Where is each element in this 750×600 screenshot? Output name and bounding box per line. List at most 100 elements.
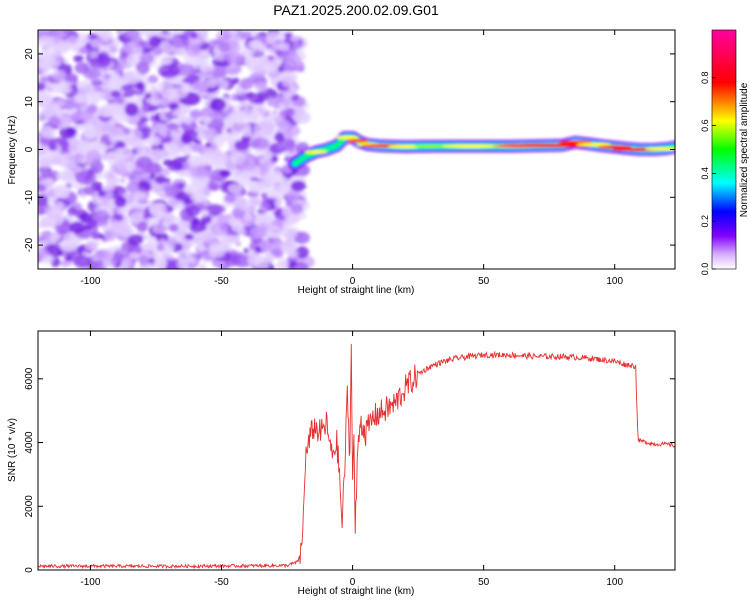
- noise-blob: [290, 203, 304, 214]
- noise-blob: [271, 183, 291, 196]
- noise-blob: [83, 185, 96, 196]
- noise-blob: [247, 181, 266, 194]
- noise-blob: [77, 140, 91, 153]
- noise-blob: [192, 192, 208, 203]
- noise-blob: [165, 143, 181, 156]
- signal-hot-spot: [644, 147, 675, 151]
- noise-blob: [227, 218, 239, 227]
- noise-blob: [168, 223, 179, 233]
- noise-blob: [135, 61, 150, 75]
- noise-blob: [52, 70, 67, 82]
- noise-blob: [280, 240, 298, 254]
- figure-title: PAZ1.2025.200.02.09.G01: [273, 2, 439, 18]
- noise-blob: [163, 183, 177, 193]
- noise-blob: [168, 102, 179, 111]
- snr-y-axis-label: SNR (10 * v/v): [7, 418, 18, 482]
- noise-blob: [212, 204, 226, 214]
- noise-blob: [101, 154, 108, 160]
- noise-blob: [162, 33, 174, 41]
- noise-blob: [72, 122, 79, 129]
- noise-blob: [287, 215, 300, 225]
- noise-blob: [70, 112, 82, 122]
- noise-blob: [255, 246, 262, 253]
- noise-blob: [128, 171, 145, 185]
- noise-blob: [264, 115, 275, 123]
- noise-blob: [127, 234, 144, 246]
- spectrogram-x-tick-label: 50: [478, 276, 490, 287]
- noise-blob: [149, 35, 162, 48]
- noise-blob: [141, 172, 151, 182]
- noise-blob: [103, 170, 114, 180]
- snr-series-line: [38, 343, 675, 570]
- noise-blob: [171, 75, 183, 86]
- signal-hot-spot: [441, 144, 500, 148]
- noise-blob: [287, 250, 299, 259]
- noise-blob: [113, 213, 124, 222]
- noise-blob: [144, 30, 158, 38]
- noise-blob: [94, 210, 110, 222]
- noise-blob: [212, 67, 227, 79]
- noise-blob: [89, 59, 101, 69]
- noise-blob: [196, 133, 207, 141]
- noise-blob: [187, 155, 203, 168]
- colorbar-tick-label: 0.8: [700, 72, 710, 85]
- noise-blob: [265, 188, 275, 196]
- noise-blob: [154, 175, 167, 185]
- noise-blob: [148, 136, 162, 147]
- noise-blob: [104, 183, 116, 193]
- noise-blob: [295, 246, 309, 259]
- noise-blob: [250, 40, 264, 50]
- noise-blob: [138, 254, 150, 266]
- noise-blob: [124, 102, 139, 117]
- noise-blob: [113, 147, 132, 160]
- noise-blob: [74, 93, 88, 104]
- noise-blob: [38, 170, 42, 177]
- noise-blob: [233, 198, 248, 210]
- noise-blob: [290, 35, 300, 42]
- noise-blob: [147, 74, 159, 84]
- noise-blob: [153, 89, 162, 98]
- noise-blob: [231, 113, 244, 125]
- noise-blob: [38, 247, 49, 260]
- noise-blob: [199, 63, 215, 74]
- spectrogram-x-tick-label: 0: [350, 276, 356, 287]
- noise-blob: [262, 212, 275, 220]
- signal-hot-spot: [387, 144, 423, 149]
- noise-blob: [274, 132, 285, 143]
- colorbar: 0.0 0.2 0.4 0.6 0.8 Normalized spectral ampl…: [700, 29, 750, 275]
- noise-blob: [192, 79, 209, 94]
- noise-blob: [232, 153, 239, 159]
- noise-blob: [144, 93, 152, 99]
- colorbar-label: Normalized spectral amplitude: [739, 82, 750, 217]
- noise-blob: [247, 249, 256, 256]
- noise-blob: [69, 45, 78, 52]
- noise-blob: [129, 211, 144, 224]
- noise-blob: [265, 170, 283, 182]
- spectrogram-y-tick-label: 10: [24, 96, 35, 108]
- snr-y-tick-label: 2000: [24, 495, 35, 518]
- noise-blob: [167, 197, 179, 206]
- noise-blob: [90, 161, 104, 174]
- signal-hot-spot: [576, 142, 612, 147]
- noise-blob: [208, 245, 225, 258]
- noise-blob: [239, 94, 248, 100]
- noise-blob: [216, 53, 226, 62]
- noise-blob: [281, 75, 295, 88]
- noise-blob: [188, 220, 207, 233]
- noise-blob: [151, 250, 159, 257]
- spectrogram-signal: [287, 130, 675, 171]
- snr-y-tick-label: 6000: [24, 367, 35, 390]
- noise-blob: [184, 233, 194, 241]
- spectrogram-x-ticks: -100 -50 0 50 100: [80, 30, 623, 287]
- noise-blob: [190, 195, 196, 201]
- noise-blob: [95, 142, 107, 151]
- noise-blob: [235, 241, 242, 247]
- noise-blob: [247, 196, 263, 207]
- noise-blob: [126, 182, 140, 193]
- signal-track-group: [287, 130, 675, 171]
- noise-blob: [253, 137, 270, 150]
- snr-panel: -100 -50 0 50 100 0 2000 4000 6000 Height of st…: [7, 330, 676, 597]
- noise-blob: [136, 147, 147, 155]
- noise-blob: [48, 77, 56, 85]
- noise-blob: [218, 41, 230, 53]
